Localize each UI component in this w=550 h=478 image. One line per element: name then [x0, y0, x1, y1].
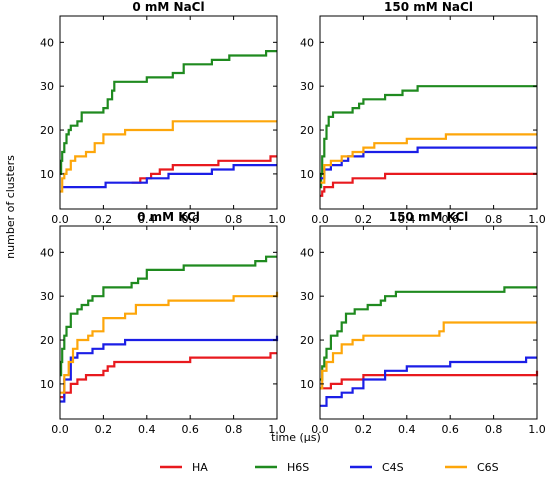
panel-title: 0 mM NaCl	[132, 0, 204, 14]
series-line-c4s	[60, 335, 279, 403]
x-tick-label: 0.2	[95, 423, 113, 436]
y-tick-label: 20	[300, 124, 314, 137]
x-tick-label: 1.0	[268, 423, 286, 436]
plot-frame	[59, 225, 278, 420]
y-tick-label: 20	[40, 334, 54, 347]
y-tick-label: 30	[40, 290, 54, 303]
legend: HA H6S C4S C6S	[160, 461, 499, 474]
x-tick-label: 0.6	[181, 213, 199, 226]
series-line-c6s	[320, 321, 537, 390]
series-line-ha	[320, 172, 537, 197]
plot-frame	[59, 15, 278, 210]
x-tick-label: 1.0	[528, 423, 546, 436]
x-tick-label: 0.4	[398, 213, 416, 226]
x-tick-label: 1.0	[268, 213, 286, 226]
y-tick-label: 10	[300, 378, 314, 391]
x-tick-label: 0.6	[441, 423, 459, 436]
series-line-h6s	[60, 255, 277, 377]
y-axis-label: number of clusters	[4, 155, 17, 259]
chart-panel: 0 mM KCl 0.0 0.2 0.4 0.6 0.8 1.0 10 20 30 40	[40, 210, 286, 436]
series-line-c6s	[60, 291, 279, 394]
y-tick-label: 10	[300, 168, 314, 181]
x-tick-label: 0.8	[225, 423, 243, 436]
legend-item: HA	[160, 461, 208, 474]
series-line-h6s	[320, 286, 537, 381]
x-tick-label: 0.2	[355, 213, 373, 226]
x-axis-label: time (μs)	[271, 431, 321, 444]
legend-label: C4S	[382, 461, 404, 474]
y-tick-label: 40	[40, 246, 54, 259]
x-tick-label: 0.4	[398, 423, 416, 436]
x-tick-label: 0.6	[181, 423, 199, 436]
series-line-ha	[131, 155, 277, 184]
chart-panel: 150 mM NaCl 0.0 0.2 0.4 0.6 0.8 1.0 10 20 30 40	[300, 0, 546, 226]
legend-item: C6S	[445, 461, 499, 474]
series-line-c6s	[60, 120, 277, 193]
y-tick-label: 40	[300, 246, 314, 259]
x-tick-label: 0.0	[311, 423, 329, 436]
series-line-c6s	[320, 133, 537, 184]
x-tick-label: 0.2	[95, 213, 113, 226]
series-line-h6s	[320, 85, 537, 189]
y-tick-label: 40	[300, 36, 314, 49]
x-tick-label: 0.2	[355, 423, 373, 436]
x-tick-label: 0.8	[225, 213, 243, 226]
x-tick-label: 1.0	[528, 213, 546, 226]
series-line-h6s	[60, 50, 277, 175]
x-tick-label: 0.8	[485, 213, 503, 226]
legend-label: C6S	[477, 461, 499, 474]
plot-frame	[319, 15, 538, 210]
x-tick-label: 0.0	[311, 213, 329, 226]
plot-frame	[319, 225, 538, 420]
panel-title: 150 mM NaCl	[384, 0, 473, 14]
x-tick-label: 0.8	[485, 423, 503, 436]
y-tick-label: 40	[40, 36, 54, 49]
y-tick-label: 20	[40, 124, 54, 137]
chart-panel: 150 mM KCl 0.0 0.2 0.4 0.6 0.8 1.0 10 20 30 40	[300, 210, 546, 436]
legend-item: C4S	[350, 461, 404, 474]
y-tick-label: 30	[40, 80, 54, 93]
chart-panel: 0 mM NaCl 0.0 0.2 0.4 0.6 0.8 1.0 10 20 30 40	[40, 0, 286, 226]
x-tick-label: 0.0	[51, 213, 69, 226]
y-tick-label: 10	[40, 378, 54, 391]
y-tick-label: 30	[300, 80, 314, 93]
x-tick-label: 0.6	[441, 213, 459, 226]
y-tick-label: 20	[300, 334, 314, 347]
x-tick-label: 0.4	[138, 213, 156, 226]
series-line-c4s	[320, 146, 537, 180]
panel-title: 150 mM KCl	[389, 210, 469, 224]
x-tick-label: 0.0	[51, 423, 69, 436]
legend-label: H6S	[287, 461, 309, 474]
panel-title: 0 mM KCl	[137, 210, 200, 224]
y-tick-label: 10	[40, 168, 54, 181]
y-tick-label: 30	[300, 290, 314, 303]
series-line-ha	[320, 370, 539, 390]
series-line-c4s	[320, 356, 537, 407]
legend-item: H6S	[255, 461, 309, 474]
series-line-c4s	[62, 164, 277, 189]
x-tick-label: 0.4	[138, 423, 156, 436]
series-line-ha	[60, 352, 277, 399]
legend-label: HA	[192, 461, 208, 474]
